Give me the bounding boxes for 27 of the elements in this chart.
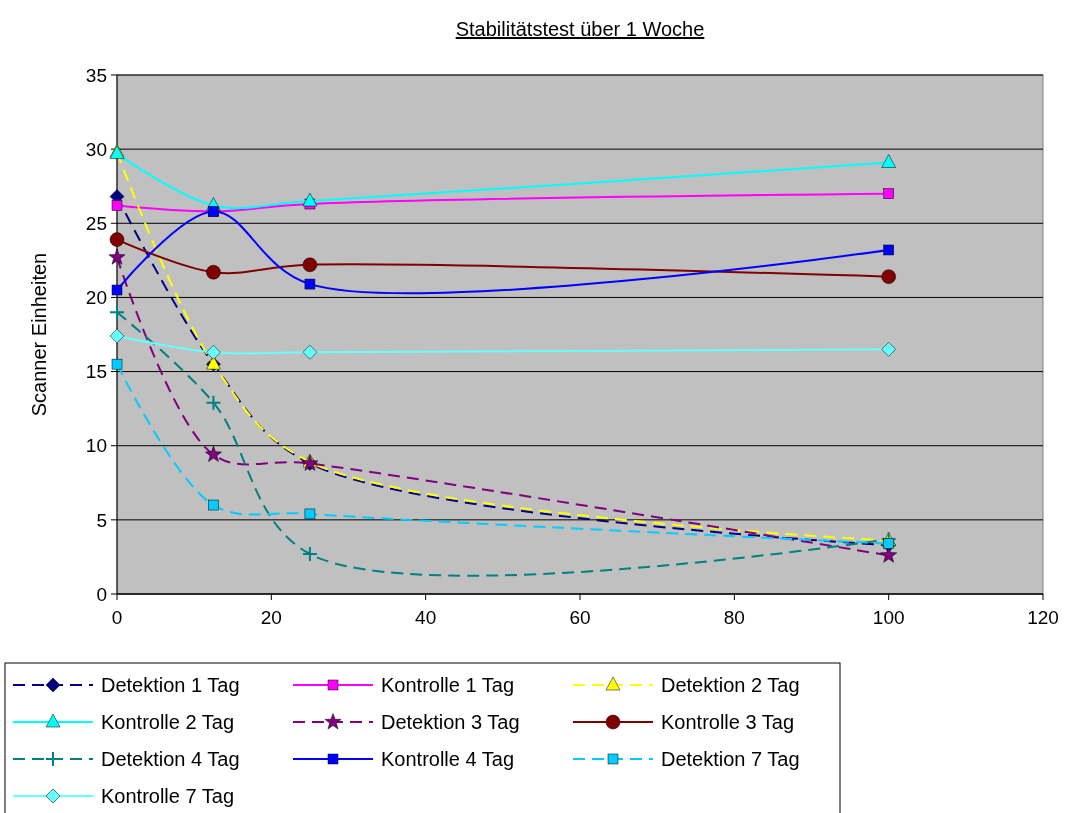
y-tick-label: 30 (85, 138, 107, 160)
y-axis-title: Scanner Einheiten (28, 252, 50, 417)
legend-label: Kontrolle 1 Tag (381, 674, 515, 696)
y-tick-label: 25 (85, 212, 107, 234)
y-tick-label: 15 (85, 361, 107, 383)
legend-label: Detektion 1 Tag (101, 674, 240, 696)
chart-title: Stabilitätstest über 1 Woche (455, 18, 705, 40)
x-tick-label: 40 (415, 607, 437, 628)
legend-label: Detektion 7 Tag (661, 748, 800, 770)
x-tick-label: 0 (111, 607, 123, 628)
legend-label: Kontrolle 2 Tag (101, 711, 235, 733)
legend-label: Detektion 4 Tag (101, 748, 240, 770)
x-tick-label: 60 (569, 607, 591, 628)
x-tick-label: 120 (1027, 607, 1059, 628)
legend-label: Kontrolle 7 Tag (101, 785, 235, 807)
y-tick-label: 10 (85, 435, 107, 457)
legend-label: Kontrolle 4 Tag (381, 748, 515, 770)
y-tick-label: 5 (96, 509, 107, 531)
legend-label: Kontrolle 3 Tag (661, 711, 795, 733)
x-tick-label: 80 (723, 607, 745, 628)
legend-label: Detektion 2 Tag (661, 674, 800, 696)
x-tick-label: 20 (260, 607, 282, 628)
y-tick-label: 0 (96, 583, 107, 605)
y-tick-label: 20 (85, 287, 107, 309)
legend-label: Detektion 3 Tag (381, 711, 520, 733)
y-tick-label: 35 (85, 64, 107, 86)
x-tick-label: 100 (872, 607, 905, 628)
